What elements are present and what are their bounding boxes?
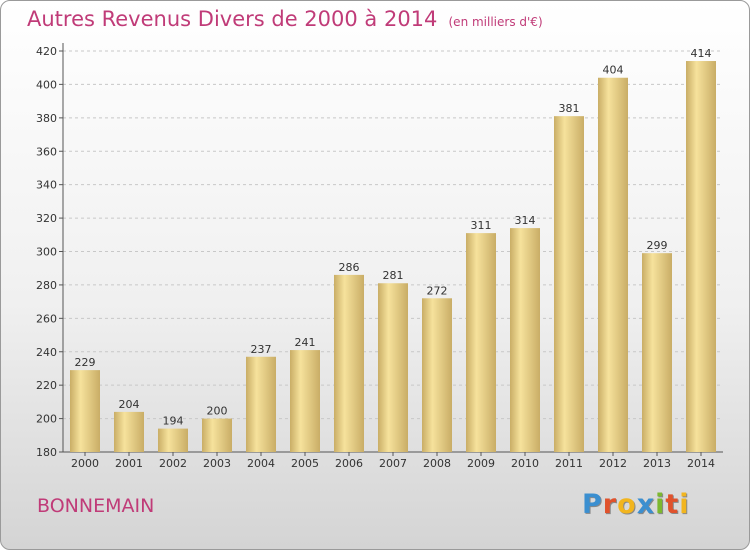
bar-2008 xyxy=(422,298,452,452)
data-label: 286 xyxy=(339,261,360,274)
data-label: 229 xyxy=(75,356,96,369)
brand-letter: i xyxy=(679,489,690,520)
bar-2014 xyxy=(686,61,716,453)
x-tick-label: 2011 xyxy=(555,457,583,470)
bar-2005 xyxy=(290,350,320,452)
bar-2004 xyxy=(246,356,276,452)
brand-letter: t xyxy=(665,489,680,520)
y-tick-label: 280 xyxy=(36,279,57,292)
bar-2000 xyxy=(70,370,100,452)
bar-2001 xyxy=(114,411,144,452)
bar-layer xyxy=(70,61,716,453)
x-tick-label: 2001 xyxy=(115,457,143,470)
y-tick-label: 420 xyxy=(36,45,57,58)
y-tick-label: 180 xyxy=(36,446,57,459)
x-tick-label: 2010 xyxy=(511,457,539,470)
y-tick-label: 300 xyxy=(36,246,57,259)
data-label: 381 xyxy=(559,102,580,115)
data-label: 272 xyxy=(427,284,448,297)
x-tick-label: 2006 xyxy=(335,457,363,470)
x-tick-label: 2007 xyxy=(379,457,407,470)
x-tick-label: 2000 xyxy=(71,457,99,470)
bar-2011 xyxy=(554,116,584,452)
bar-2012 xyxy=(598,77,628,452)
chart-title: Autres Revenus Divers de 2000 à 2014 (en… xyxy=(27,7,543,31)
y-tick-label: 220 xyxy=(36,379,57,392)
y-tick-label: 260 xyxy=(36,312,57,325)
brand-letter: o xyxy=(617,489,637,520)
y-tick-label: 380 xyxy=(36,112,57,125)
bar-2009 xyxy=(466,233,496,452)
data-label: 281 xyxy=(383,269,404,282)
data-label: 314 xyxy=(515,214,536,227)
proxiti-logo: Proxiti xyxy=(582,489,690,520)
data-label: 414 xyxy=(691,47,712,60)
y-tick-label: 340 xyxy=(36,179,57,192)
x-tick-label: 2003 xyxy=(203,457,231,470)
bar-2003 xyxy=(202,418,232,452)
bar-2007 xyxy=(378,283,408,452)
x-tick-label: 2005 xyxy=(291,457,319,470)
x-tick-label: 2008 xyxy=(423,457,451,470)
x-tick-label: 2009 xyxy=(467,457,495,470)
bar-2010 xyxy=(510,228,540,452)
title-text: Autres Revenus Divers de 2000 à 2014 xyxy=(27,7,438,31)
brand-letter: r xyxy=(602,489,618,520)
data-label: 241 xyxy=(295,336,316,349)
y-tick-label: 320 xyxy=(36,212,57,225)
data-label: 237 xyxy=(251,343,272,356)
bar-2013 xyxy=(642,253,672,452)
y-tick-label: 240 xyxy=(36,346,57,359)
data-label: 404 xyxy=(603,64,624,77)
x-tick-label: 2013 xyxy=(643,457,671,470)
brand-letter: x xyxy=(636,489,656,520)
data-label: 194 xyxy=(163,415,184,428)
data-label-layer: 229 204 194 200 237 241 286 281 272 311 314 381 404 2… xyxy=(75,47,712,428)
title-unit: (en milliers d'€) xyxy=(448,15,543,29)
x-tick-label: 2004 xyxy=(247,457,275,470)
y-tick-label: 200 xyxy=(36,413,57,426)
brand-letter: i xyxy=(655,489,666,520)
data-label: 311 xyxy=(471,219,492,232)
data-label: 200 xyxy=(207,405,228,418)
y-tick-label: 400 xyxy=(36,78,57,91)
x-tick-label: 2002 xyxy=(159,457,187,470)
x-tick-label: 2014 xyxy=(687,457,715,470)
bar-2006 xyxy=(334,274,364,452)
location-label: BONNEMAIN xyxy=(37,495,155,517)
bar-2002 xyxy=(158,428,188,452)
x-tick-label: 2012 xyxy=(599,457,627,470)
brand-letter: P xyxy=(582,489,603,520)
data-label: 299 xyxy=(647,239,668,252)
data-label: 204 xyxy=(119,398,140,411)
y-tick-label: 360 xyxy=(36,145,57,158)
